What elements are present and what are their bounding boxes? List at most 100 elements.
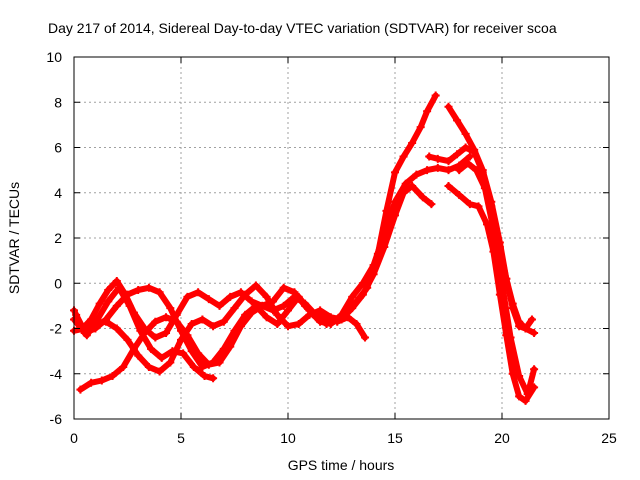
data-point	[423, 166, 432, 175]
data-point	[348, 304, 357, 313]
data-point	[361, 333, 370, 342]
data-point	[423, 107, 432, 116]
data-point	[521, 396, 530, 405]
y-tick-label: 4	[54, 185, 62, 201]
data-point	[515, 372, 524, 381]
y-tick-label: 2	[54, 230, 62, 246]
data-point	[474, 202, 483, 211]
data-point	[444, 181, 453, 190]
data-point	[427, 200, 436, 209]
data-point	[444, 166, 453, 175]
data-point	[472, 166, 481, 175]
data-point	[326, 319, 335, 328]
data-point	[155, 367, 164, 376]
data-point	[87, 378, 96, 387]
data-point	[151, 317, 160, 326]
data-point	[352, 319, 361, 328]
series-track-1	[76, 292, 370, 394]
data-point	[465, 152, 474, 161]
data-point	[418, 193, 427, 202]
x-tick-label: 10	[280, 430, 296, 446]
data-point	[179, 349, 188, 358]
data-point	[166, 358, 175, 367]
data-point	[425, 152, 434, 161]
series-track-8	[444, 181, 539, 405]
data-point	[114, 283, 123, 292]
data-point	[408, 181, 417, 190]
x-axis-label: GPS time / hours	[288, 457, 395, 473]
series-track-9	[455, 159, 539, 399]
data-point	[209, 374, 218, 383]
data-point	[177, 335, 185, 344]
data-point	[241, 310, 250, 319]
data-point	[97, 376, 106, 385]
data-point	[198, 362, 207, 371]
data-point	[380, 243, 389, 252]
data-point	[147, 344, 156, 353]
y-axis-label: SDTVAR / TECUs	[6, 182, 22, 294]
data-point	[151, 333, 160, 342]
data-point	[251, 301, 260, 310]
data-point	[416, 123, 425, 132]
data-point	[391, 211, 399, 220]
data-point	[95, 299, 104, 308]
data-point	[294, 292, 303, 301]
series-line	[456, 160, 538, 398]
data-point	[104, 286, 113, 295]
data-point	[433, 154, 442, 163]
data-point	[136, 326, 145, 335]
x-tick-label: 0	[70, 430, 78, 446]
data-point	[290, 288, 299, 297]
data-point	[412, 170, 421, 179]
data-point	[508, 369, 517, 378]
series-track-4	[70, 181, 436, 376]
data-point	[433, 163, 442, 172]
data-point	[489, 224, 498, 233]
data-point	[230, 304, 239, 313]
series-track-3	[70, 152, 474, 371]
data-point	[93, 315, 102, 324]
data-point	[219, 344, 228, 353]
series-track-5	[72, 283, 218, 383]
y-tick-label: 10	[46, 49, 62, 65]
data-point	[284, 322, 292, 331]
data-point	[262, 313, 271, 322]
data-point	[183, 292, 192, 301]
y-tick-label: -6	[50, 411, 63, 427]
data-point	[463, 159, 472, 168]
data-point	[209, 322, 218, 331]
data-point	[508, 299, 517, 308]
data-point	[219, 317, 228, 326]
data-point	[209, 358, 218, 367]
y-tick-label: 6	[54, 140, 62, 156]
data-point	[358, 290, 367, 299]
data-point	[461, 129, 470, 138]
data-point	[162, 313, 171, 322]
data-point	[72, 310, 81, 319]
x-tick-labels: 0 5 10 15 20 25	[70, 430, 617, 446]
data-point	[326, 313, 335, 322]
data-point	[144, 283, 153, 292]
data-point	[530, 329, 539, 338]
series-track-7	[425, 143, 539, 338]
data-point	[198, 315, 207, 324]
data-point	[279, 283, 288, 292]
data-point	[461, 143, 470, 152]
data-point	[241, 290, 250, 299]
data-point	[399, 152, 408, 161]
data-point	[498, 279, 506, 288]
series-line	[73, 284, 217, 382]
grid	[74, 57, 609, 419]
x-tick-label: 5	[177, 430, 185, 446]
data-point	[194, 288, 203, 297]
data-point	[506, 333, 515, 342]
data-point	[337, 315, 346, 324]
data-point	[76, 385, 85, 394]
data-point	[226, 292, 235, 301]
data-point	[144, 362, 153, 371]
y-tick-labels: -6 -4 -2 0 2 4 6 8 10	[46, 49, 62, 427]
data-point	[515, 392, 524, 401]
data-point	[444, 157, 453, 166]
data-point	[230, 326, 239, 335]
